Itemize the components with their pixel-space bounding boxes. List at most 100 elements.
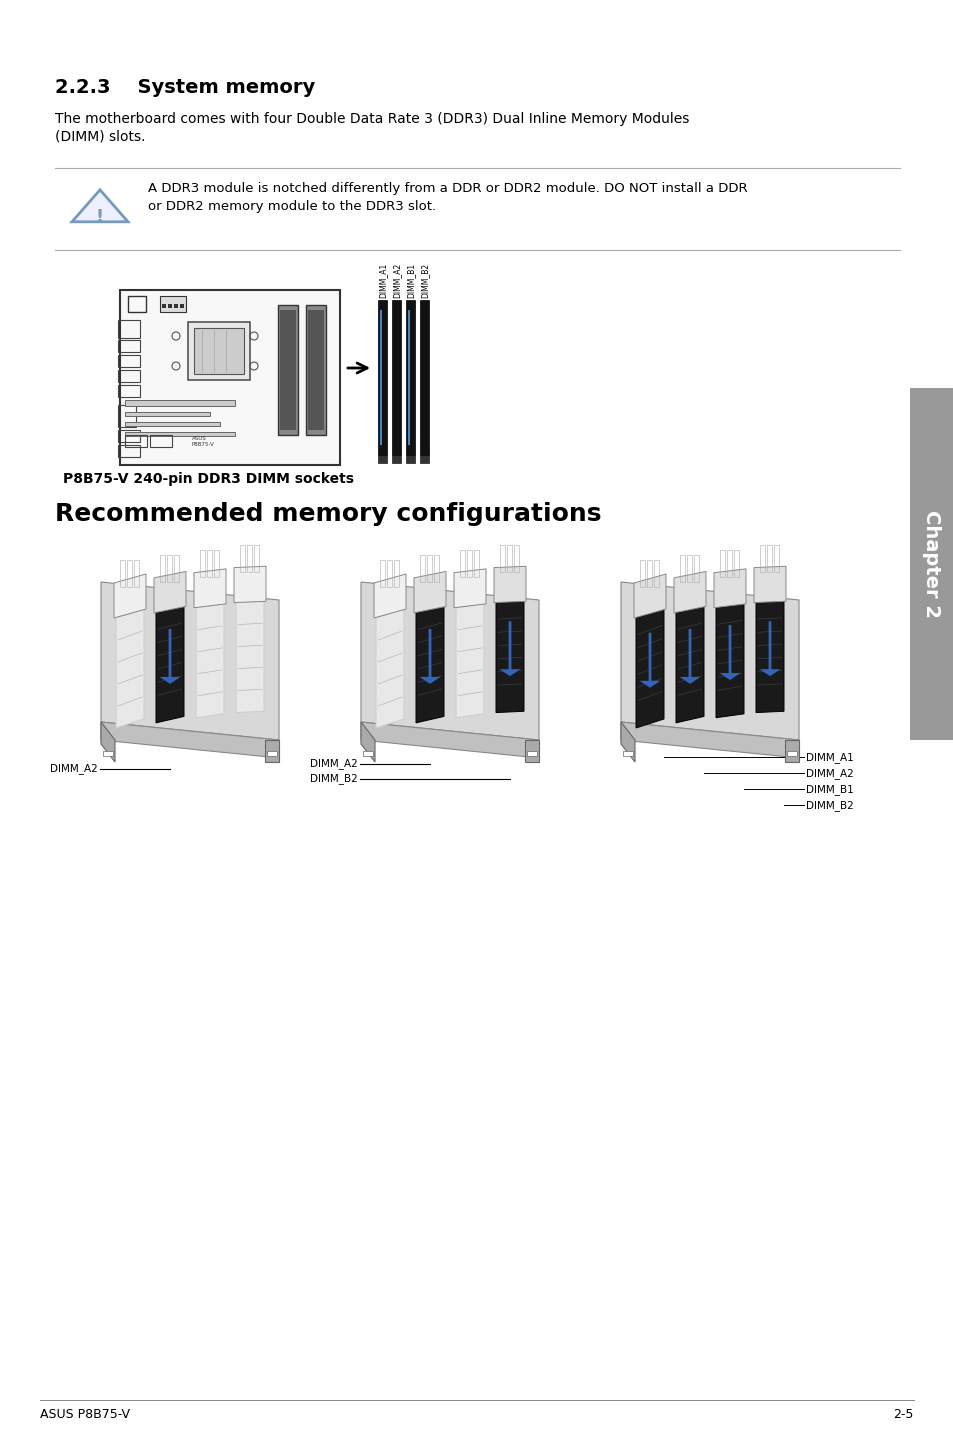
Polygon shape (676, 607, 703, 723)
Bar (118, 406, 136, 427)
Polygon shape (195, 604, 224, 718)
Bar (125, 421, 220, 426)
Bar (679, 555, 684, 582)
Bar (639, 559, 644, 587)
Bar (467, 549, 472, 577)
Bar (280, 311, 295, 430)
Bar (213, 549, 219, 577)
Text: DIMM_A1: DIMM_A1 (805, 752, 853, 762)
Polygon shape (193, 569, 226, 608)
Polygon shape (101, 582, 278, 741)
Bar (127, 559, 132, 587)
Bar (118, 430, 140, 441)
Bar (499, 545, 504, 571)
Bar (786, 751, 796, 756)
Bar (419, 454, 429, 463)
Polygon shape (113, 574, 146, 618)
Polygon shape (116, 610, 144, 728)
Bar (253, 545, 258, 571)
Bar (408, 311, 410, 444)
Bar (392, 454, 400, 463)
Bar (392, 301, 400, 454)
Bar (427, 555, 432, 582)
Polygon shape (496, 601, 523, 713)
Bar (726, 549, 731, 577)
Bar (474, 549, 478, 577)
Bar (406, 301, 415, 454)
Bar (125, 400, 234, 406)
Bar (160, 296, 186, 312)
Bar (406, 454, 415, 463)
Polygon shape (716, 604, 743, 718)
Bar (387, 559, 392, 587)
Bar (125, 413, 210, 416)
Polygon shape (673, 571, 705, 613)
Bar (733, 549, 739, 577)
Bar (459, 549, 464, 577)
Text: 2.2.3    System memory: 2.2.3 System memory (55, 78, 314, 96)
Text: DIMM_A2: DIMM_A2 (310, 759, 357, 769)
Bar (180, 303, 184, 308)
Bar (118, 370, 140, 383)
Bar (306, 305, 326, 436)
Bar (363, 751, 373, 756)
Polygon shape (755, 601, 783, 713)
Bar (419, 555, 424, 582)
Text: DIMM_A2: DIMM_A2 (51, 764, 98, 775)
Bar (909, 388, 953, 741)
Bar (118, 321, 140, 338)
Bar (160, 555, 165, 582)
Text: The motherboard comes with four Double Data Rate 3 (DDR3) Dual Inline Memory Mod: The motherboard comes with four Double D… (55, 112, 689, 127)
Bar (168, 303, 172, 308)
Polygon shape (375, 610, 403, 728)
Polygon shape (414, 571, 446, 613)
Bar (162, 303, 166, 308)
Bar (200, 549, 205, 577)
Bar (379, 559, 385, 587)
Bar (654, 559, 659, 587)
Bar (240, 545, 245, 571)
Bar (760, 545, 764, 571)
Polygon shape (494, 567, 525, 603)
Polygon shape (456, 604, 483, 718)
Text: DIMM_A2: DIMM_A2 (392, 263, 400, 298)
Polygon shape (360, 582, 538, 741)
Bar (125, 431, 234, 436)
Polygon shape (233, 567, 266, 603)
Polygon shape (524, 741, 538, 762)
Bar (247, 545, 252, 571)
Polygon shape (753, 567, 785, 603)
Polygon shape (416, 607, 443, 723)
Bar (118, 385, 140, 397)
Bar (526, 751, 537, 756)
Text: DIMM_B2: DIMM_B2 (419, 263, 429, 298)
Polygon shape (360, 722, 538, 758)
Text: DIMM_A1: DIMM_A1 (377, 263, 387, 298)
Bar (514, 545, 518, 571)
Text: ASUS P8B75-V: ASUS P8B75-V (40, 1408, 130, 1422)
Text: !: ! (96, 209, 104, 226)
Polygon shape (101, 722, 115, 762)
Polygon shape (235, 601, 264, 713)
Polygon shape (636, 610, 663, 728)
Bar (173, 555, 179, 582)
Text: Recommended memory configurations: Recommended memory configurations (55, 502, 601, 526)
Bar (693, 555, 699, 582)
Bar (419, 301, 429, 454)
Text: (DIMM) slots.: (DIMM) slots. (55, 129, 146, 144)
Bar (267, 751, 276, 756)
Bar (394, 559, 398, 587)
Text: DIMM_B2: DIMM_B2 (805, 800, 853, 811)
Polygon shape (454, 569, 485, 608)
Text: P8B75-V 240-pin DDR3 DIMM sockets: P8B75-V 240-pin DDR3 DIMM sockets (63, 472, 354, 486)
Text: DIMM_B1: DIMM_B1 (805, 784, 853, 795)
Bar (120, 290, 339, 464)
Text: 2-5: 2-5 (893, 1408, 913, 1422)
Bar (377, 301, 387, 454)
Text: DIMM_B2: DIMM_B2 (310, 774, 357, 785)
Bar (128, 296, 146, 312)
Polygon shape (634, 574, 665, 618)
Bar (125, 436, 147, 447)
Bar (720, 549, 724, 577)
Bar (377, 454, 387, 463)
